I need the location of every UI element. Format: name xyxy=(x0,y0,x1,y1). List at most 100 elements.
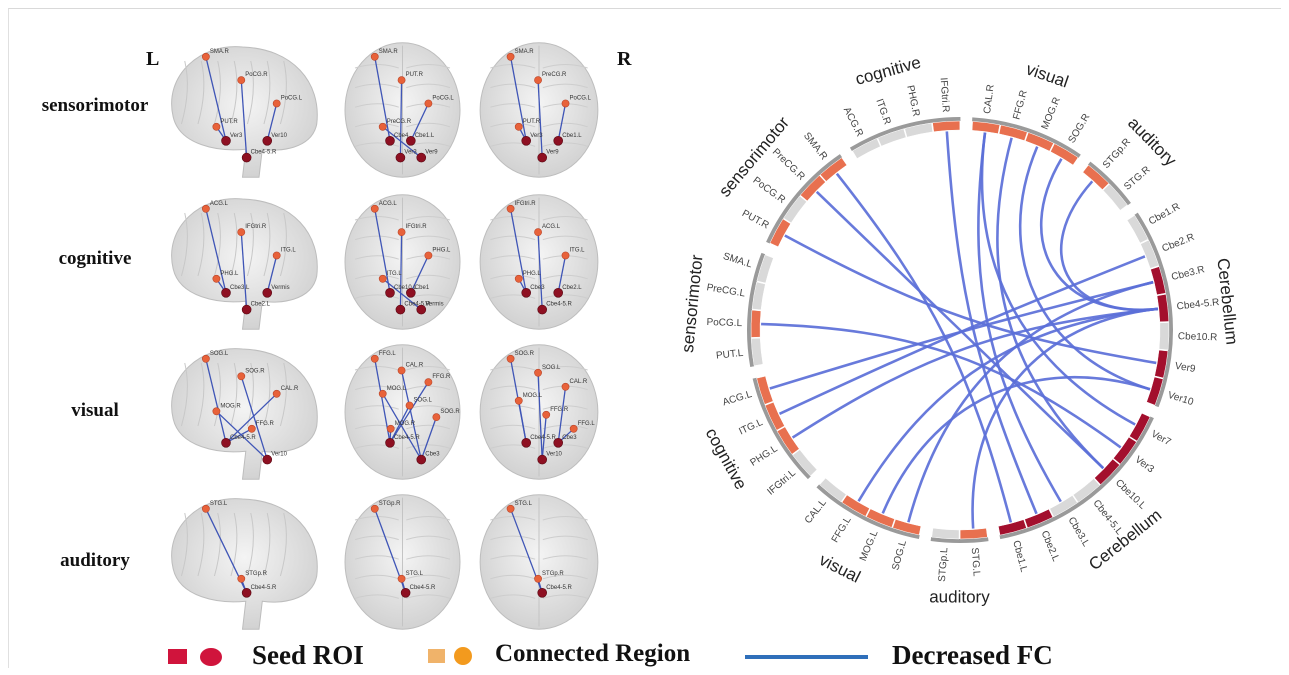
legend-connected-circle xyxy=(454,647,472,665)
group-ring xyxy=(849,117,961,152)
region-block xyxy=(892,519,922,536)
legend-seed-circle xyxy=(200,648,222,666)
node-label: PUT.R xyxy=(220,119,238,125)
node-label: PoCG.L xyxy=(281,95,303,101)
seed-node xyxy=(262,454,273,465)
fc-link xyxy=(784,234,1157,365)
node-label: IFGtri.R xyxy=(406,224,428,230)
connected-node xyxy=(370,354,379,363)
node-label: Cbe4-5.R xyxy=(394,435,420,441)
connected-node xyxy=(534,574,542,583)
region-block xyxy=(769,218,791,248)
seed-node xyxy=(537,152,547,163)
region-label: Cbe3.L xyxy=(1066,515,1092,549)
region-block xyxy=(877,128,907,147)
node-label: STG.L xyxy=(210,501,228,507)
region-label: PHG.L xyxy=(748,443,780,469)
node-label: PoCG.L xyxy=(570,95,592,101)
node-label: PHG.L xyxy=(523,271,542,277)
node-label: IFGtri.R xyxy=(515,201,537,207)
region-block xyxy=(1146,376,1164,406)
region-label: STG.R xyxy=(1122,164,1152,192)
seed-node xyxy=(416,152,427,163)
region-label: Cbe10.L xyxy=(1113,477,1148,511)
node-label: PUT.R xyxy=(406,72,424,78)
region-block xyxy=(756,375,774,405)
region-block xyxy=(1102,183,1128,211)
connection-line xyxy=(537,372,543,460)
fc-link xyxy=(907,280,1154,523)
seed-node xyxy=(385,288,395,298)
row-label-cognitive: cognitive xyxy=(58,248,132,269)
region-block xyxy=(841,494,870,517)
brain-panel-2-0: SOG.L SOG.R CAL.R MOG.R FFG.R Cbe4-5.R Ver10 xyxy=(171,348,318,480)
node-label: Cbe2.L xyxy=(562,285,582,291)
connection-line xyxy=(382,278,422,311)
node-label: Vermis xyxy=(425,302,443,308)
region-label: Ver7 xyxy=(1149,429,1173,449)
region-block xyxy=(764,401,785,431)
connection-line xyxy=(240,80,248,158)
connected-node xyxy=(370,504,379,513)
brain-panel-0-1: SMA.R PUT.R PoCG.L PreCG.R Cbe4 Ver3 Cbe1.L Ver… xyxy=(344,42,461,178)
node-label: ACG.L xyxy=(210,201,229,207)
connected-node xyxy=(237,76,246,85)
left-hemisphere-label: L xyxy=(146,48,160,70)
node-label: FFG.R xyxy=(432,374,451,380)
connected-node xyxy=(247,424,256,433)
connection-line xyxy=(382,393,422,460)
region-label: ITG.L xyxy=(737,417,765,438)
node-label: CAL.R xyxy=(281,386,299,392)
brain-panel-0-2: SMA.R PreCG.R PoCG.L PUT.R Ver3 Ver9 Cbe1.L xyxy=(479,42,599,178)
connection-line xyxy=(382,126,422,159)
node-label: Ver9 xyxy=(425,150,438,156)
node-label: PreCG.R xyxy=(542,72,567,78)
connection-line xyxy=(225,428,253,444)
fc-link xyxy=(1018,146,1151,391)
connection-line xyxy=(400,370,422,460)
region-label: SOG.L xyxy=(890,539,909,572)
connected-node xyxy=(201,354,210,363)
region-label: PoCG.R xyxy=(751,175,788,206)
legend xyxy=(168,647,868,666)
node-label: SOG.R xyxy=(515,351,535,357)
node-label: Ver10 xyxy=(271,133,287,139)
region-block xyxy=(751,281,766,311)
node-label: PoCG.L xyxy=(432,95,454,101)
region-block xyxy=(800,175,826,202)
row-label-auditory: auditory xyxy=(60,550,130,571)
region-block xyxy=(1140,239,1160,269)
node-label: Cbe4-5.R xyxy=(546,585,572,591)
connected-node xyxy=(542,410,551,419)
legend-connected-label: Connected Region xyxy=(495,640,691,667)
node-label: Cbe4 xyxy=(394,133,409,139)
region-label: IFGtri.R xyxy=(938,77,951,113)
seed-node xyxy=(262,288,273,298)
connection-line xyxy=(240,376,268,460)
node-label: Cbe4-5.R xyxy=(530,435,556,441)
region-block xyxy=(998,124,1028,141)
connected-node xyxy=(424,251,433,260)
connected-node xyxy=(514,396,523,405)
region-label: Ver9 xyxy=(1174,361,1197,375)
region-block xyxy=(756,254,774,284)
region-label: ITG.R xyxy=(873,97,892,126)
node-label: ACG.L xyxy=(542,224,561,230)
connected-node xyxy=(201,504,210,513)
node-label: PHG.L xyxy=(432,247,451,253)
brain-panel-1-1: ACG.L IFGtri.R PHG.L Cbe10.L Cbe4-5.R ITG.L Cb… xyxy=(344,194,461,330)
connected-node xyxy=(506,504,515,513)
seed-node xyxy=(221,288,231,298)
seed-node xyxy=(262,136,273,146)
connected-node xyxy=(386,424,395,433)
legend-seed-square xyxy=(168,649,187,664)
seed-node xyxy=(553,438,563,448)
seed-node xyxy=(385,438,395,448)
seed-node xyxy=(221,438,231,448)
region-block xyxy=(819,157,848,182)
node-label: SMA.R xyxy=(379,49,399,55)
connected-node xyxy=(272,99,281,108)
node-label: Ver3 xyxy=(530,133,543,139)
region-block xyxy=(971,121,1001,134)
connected-node xyxy=(370,204,379,213)
